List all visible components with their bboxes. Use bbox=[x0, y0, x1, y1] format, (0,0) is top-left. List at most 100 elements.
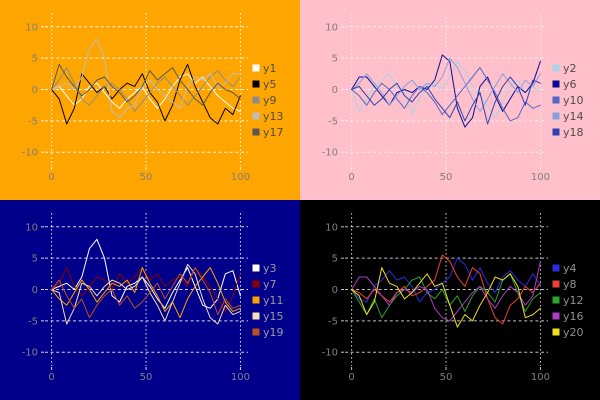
y-tick-label: -10 bbox=[22, 348, 38, 359]
legend-label-y20: y20 bbox=[563, 326, 584, 339]
legend-label-y17: y17 bbox=[263, 126, 284, 139]
legend-swatch-y5 bbox=[252, 80, 260, 88]
plot-background bbox=[300, 0, 600, 200]
legend-label-y6: y6 bbox=[563, 78, 577, 91]
x-tick-label: 50 bbox=[140, 372, 153, 383]
legend-swatch-y9 bbox=[252, 96, 260, 104]
x-tick-label: 100 bbox=[531, 372, 550, 383]
legend-label-y16: y16 bbox=[563, 310, 584, 323]
x-tick-label: 0 bbox=[348, 172, 354, 183]
legend-swatch-y20 bbox=[552, 328, 560, 336]
series-line-y13 bbox=[51, 38, 241, 119]
series-line-y16 bbox=[351, 260, 541, 322]
series-line-y17 bbox=[51, 63, 241, 106]
legend: y1 y5 y9 y13 y17 bbox=[252, 62, 284, 139]
x-tick-label: 50 bbox=[440, 372, 453, 383]
x-tick-label: 100 bbox=[231, 372, 250, 383]
plot-background bbox=[300, 200, 600, 400]
legend-swatch-y17 bbox=[252, 128, 260, 136]
legend-swatch-y2 bbox=[552, 64, 560, 72]
legend-label-y1: y1 bbox=[263, 62, 277, 75]
legend-swatch-y1 bbox=[252, 64, 260, 72]
legend-swatch-y3 bbox=[252, 264, 260, 272]
legend: y2 y6 y10 y14 y18 bbox=[552, 62, 584, 139]
series-line-y7 bbox=[51, 267, 241, 312]
y-tick-label: 0 bbox=[32, 85, 38, 96]
legend-label-y5: y5 bbox=[263, 78, 277, 91]
legend-label-y2: y2 bbox=[563, 62, 577, 75]
legend-swatch-y4 bbox=[552, 264, 560, 272]
y-tick-label: 5 bbox=[332, 254, 338, 265]
legend-swatch-y15 bbox=[252, 312, 260, 320]
legend-swatch-y7 bbox=[252, 280, 260, 288]
legend-label-y4: y4 bbox=[563, 262, 577, 275]
legend-label-y18: y18 bbox=[563, 126, 584, 139]
y-tick-label: -10 bbox=[22, 148, 38, 159]
y-tick-label: 5 bbox=[332, 54, 338, 65]
series-line-y20 bbox=[351, 267, 541, 328]
legend-swatch-y10 bbox=[552, 96, 560, 104]
series-line-y18 bbox=[351, 76, 541, 125]
y-tick-label: -10 bbox=[322, 148, 338, 159]
series-line-y4 bbox=[351, 257, 541, 303]
series-line-y15 bbox=[51, 263, 241, 325]
legend-swatch-y12 bbox=[552, 296, 560, 304]
legend-swatch-y11 bbox=[252, 296, 260, 304]
series-line-y19 bbox=[51, 267, 241, 319]
legend-label-y13: y13 bbox=[263, 110, 284, 123]
y-tick-label: 10 bbox=[325, 222, 338, 233]
series-line-y9 bbox=[51, 67, 241, 112]
plot-background bbox=[0, 0, 300, 200]
legend-label-y15: y15 bbox=[263, 310, 284, 323]
y-tick-label: 5 bbox=[32, 254, 38, 265]
legend-swatch-y6 bbox=[552, 80, 560, 88]
y-tick-label: 10 bbox=[25, 22, 38, 33]
legend-swatch-y13 bbox=[252, 112, 260, 120]
series-line-y1 bbox=[51, 73, 241, 112]
legend-swatch-y14 bbox=[552, 112, 560, 120]
legend-label-y7: y7 bbox=[263, 278, 277, 291]
legend: y4 y8 y12 y16 y20 bbox=[552, 262, 584, 339]
x-tick-label: 0 bbox=[48, 172, 54, 183]
x-tick-label: 100 bbox=[231, 172, 250, 183]
y-tick-label: 0 bbox=[332, 285, 338, 296]
legend-label-y11: y11 bbox=[263, 294, 284, 307]
series-line-y2 bbox=[351, 60, 541, 119]
legend-label-y19: y19 bbox=[263, 326, 284, 339]
legend: y3 y7 y11 y15 y19 bbox=[252, 262, 284, 339]
legend-label-y3: y3 bbox=[263, 262, 277, 275]
x-tick-label: 0 bbox=[48, 372, 54, 383]
x-tick-label: 50 bbox=[140, 172, 153, 183]
y-tick-label: -5 bbox=[328, 316, 338, 327]
legend-swatch-y19 bbox=[252, 328, 260, 336]
y-tick-label: -5 bbox=[328, 116, 338, 127]
y-tick-label: 0 bbox=[332, 85, 338, 96]
legend-swatch-y18 bbox=[552, 128, 560, 136]
series-line-y3 bbox=[51, 238, 241, 309]
legend-label-y10: y10 bbox=[563, 94, 584, 107]
series-line-y14 bbox=[351, 57, 541, 112]
legend-label-y12: y12 bbox=[563, 294, 584, 307]
y-tick-label: -5 bbox=[28, 116, 38, 127]
y-tick-label: 10 bbox=[325, 22, 338, 33]
y-tick-label: -5 bbox=[28, 316, 38, 327]
legend-label-y14: y14 bbox=[563, 110, 584, 123]
legend-label-y8: y8 bbox=[563, 278, 577, 291]
legend-label-y9: y9 bbox=[263, 94, 277, 107]
y-tick-label: 10 bbox=[25, 222, 38, 233]
series-line-y11 bbox=[51, 267, 241, 319]
y-tick-label: -10 bbox=[322, 348, 338, 359]
x-tick-label: 100 bbox=[531, 172, 550, 183]
legend-swatch-y16 bbox=[552, 312, 560, 320]
plot-background bbox=[0, 200, 300, 400]
x-tick-label: 50 bbox=[440, 172, 453, 183]
y-tick-label: 0 bbox=[32, 285, 38, 296]
series-line-y10 bbox=[351, 67, 541, 122]
x-tick-label: 0 bbox=[348, 372, 354, 383]
legend-swatch-y8 bbox=[552, 280, 560, 288]
